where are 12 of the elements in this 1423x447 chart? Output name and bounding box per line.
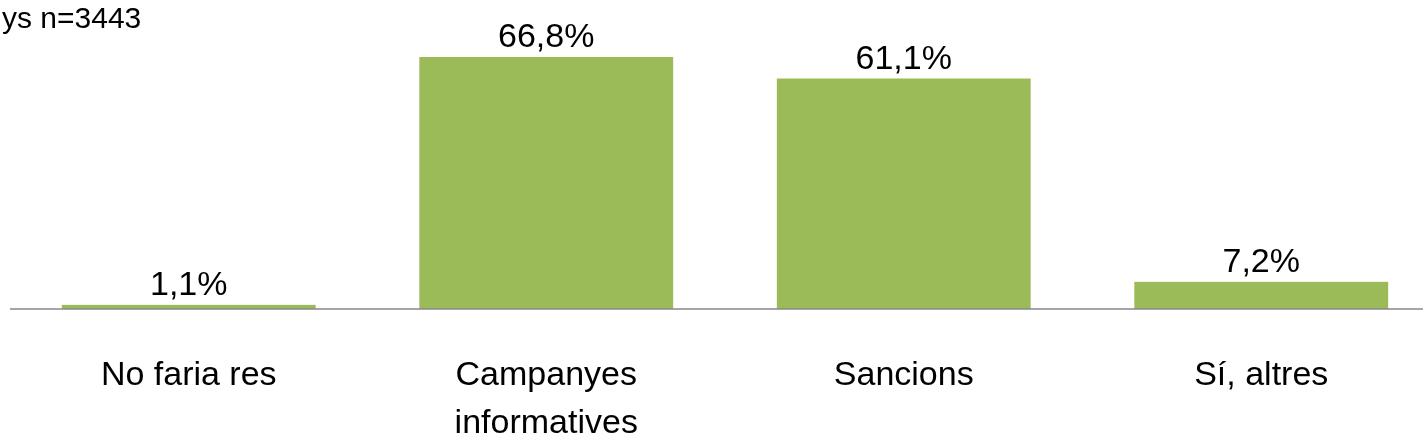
data-label: 1,1% xyxy=(150,263,228,302)
data-label: 7,2% xyxy=(1222,240,1300,279)
bar xyxy=(1134,281,1389,309)
data-label: 66,8% xyxy=(498,16,595,54)
text: ys n=3443 xyxy=(2,1,142,34)
x-tick-label: Sancions xyxy=(833,354,974,392)
bar xyxy=(776,78,1031,309)
data-label: 61,1% xyxy=(855,37,952,76)
bar xyxy=(419,57,674,309)
x-tick-label: No faria res xyxy=(100,354,277,392)
x-tick-label: Campanyes informatives xyxy=(454,354,638,440)
x-tick-label: Sí, altres xyxy=(1194,354,1329,392)
